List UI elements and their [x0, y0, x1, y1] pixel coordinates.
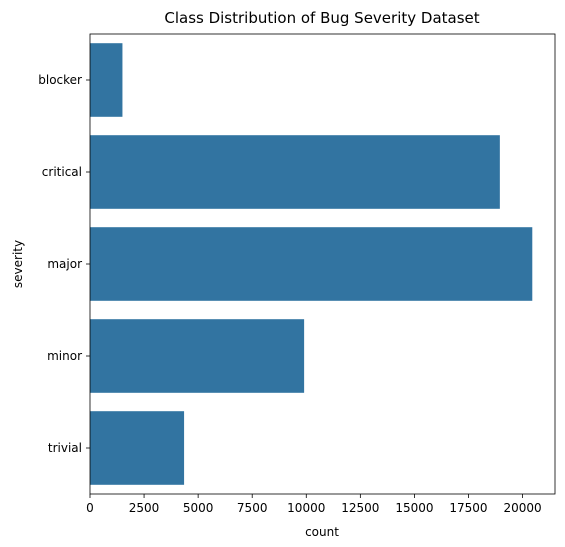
x-tick-label: 0 — [86, 501, 94, 515]
x-tick-label: 5000 — [183, 501, 214, 515]
x-tick-label: 10000 — [287, 501, 325, 515]
x-tick-label: 20000 — [503, 501, 541, 515]
bar-trivial — [90, 411, 184, 485]
y-tick-label: minor — [47, 349, 82, 363]
y-ticks-group: blocker critical major minor trivial — [38, 73, 90, 455]
bar-major — [90, 227, 532, 301]
y-tick-label: blocker — [38, 73, 82, 87]
bar-critical — [90, 135, 500, 209]
x-axis-label: count — [305, 525, 339, 539]
x-tick-label: 7500 — [237, 501, 268, 515]
x-ticks-group: 0 2500 5000 7500 10000 12500 15000 17500 20000 — [86, 494, 541, 515]
x-tick-label: 12500 — [341, 501, 379, 515]
bar-minor — [90, 319, 304, 393]
y-tick-label: critical — [42, 165, 82, 179]
x-tick-label: 17500 — [449, 501, 487, 515]
bars-group — [90, 43, 532, 485]
y-tick-label: major — [47, 257, 82, 271]
x-tick-label: 15000 — [395, 501, 433, 515]
bar-blocker — [90, 43, 122, 117]
y-axis-label: severity — [11, 240, 25, 288]
chart-title: Class Distribution of Bug Severity Datas… — [164, 9, 479, 27]
x-tick-label: 2500 — [129, 501, 160, 515]
y-tick-label: trivial — [48, 441, 82, 455]
